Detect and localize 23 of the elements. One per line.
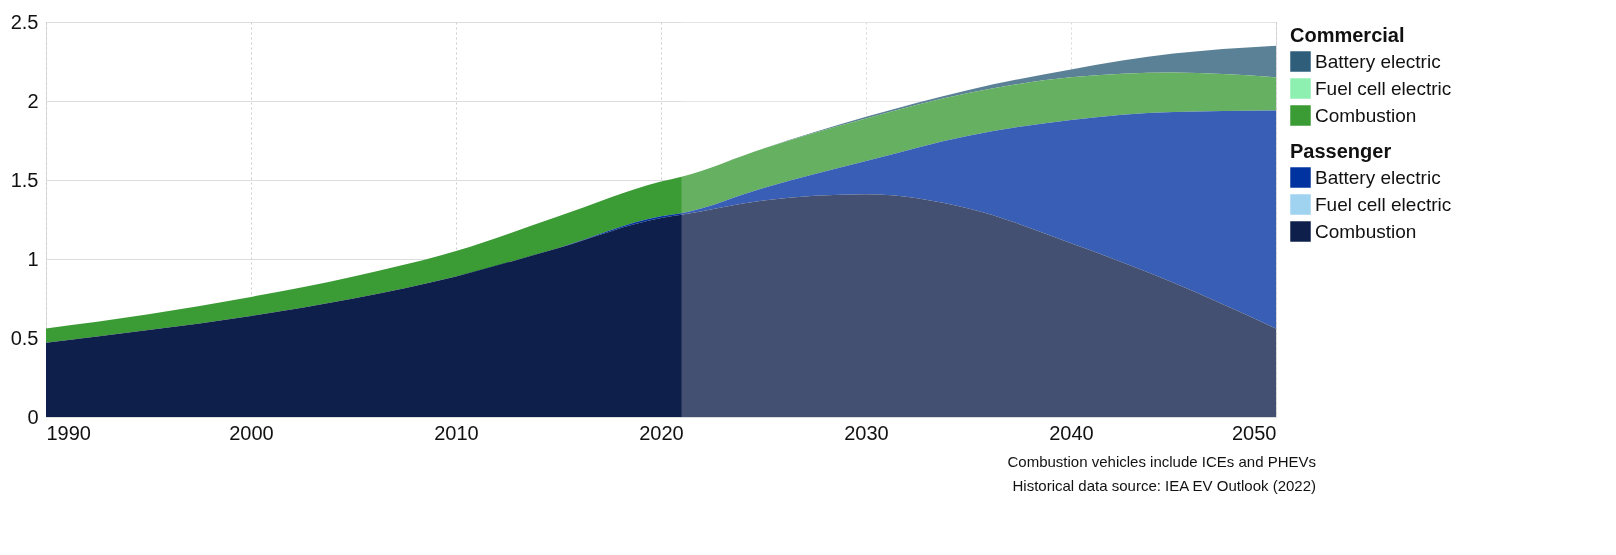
y-tick-label: 2: [27, 89, 39, 112]
text: Historical data source: IEA EV Outlook (2022): [1012, 477, 1316, 494]
legend-label: Battery electric: [1315, 166, 1441, 188]
y-tick-label: 0.5: [10, 326, 39, 349]
legend-label: Battery electric: [1315, 50, 1441, 72]
y-tick-label: 1.5: [10, 168, 39, 191]
x-tick-label: 2030: [844, 421, 889, 444]
x-tick-label: 2020: [639, 421, 684, 444]
legend-label: Combustion: [1315, 104, 1417, 126]
text: Combustion vehicles include ICEs and PHEVs: [1007, 453, 1316, 470]
x-tick-label: 2010: [434, 421, 479, 444]
y-tick-label: 0: [27, 405, 39, 428]
legend-label: Combustion: [1315, 220, 1417, 242]
x-tick-label: 1990: [46, 421, 91, 444]
x-tick-label: 2040: [1049, 421, 1094, 444]
legend-label: Fuel cell electric: [1315, 77, 1452, 99]
legend-label: Fuel cell electric: [1315, 193, 1452, 215]
x-tick-label: 2000: [229, 421, 274, 444]
text: Commercial: [1290, 24, 1405, 46]
y-tick-label: 1: [27, 247, 39, 270]
y-tick-label: 2.5: [10, 10, 39, 33]
text: Passenger: [1290, 140, 1392, 162]
x-tick-label: 2050: [1232, 421, 1277, 444]
